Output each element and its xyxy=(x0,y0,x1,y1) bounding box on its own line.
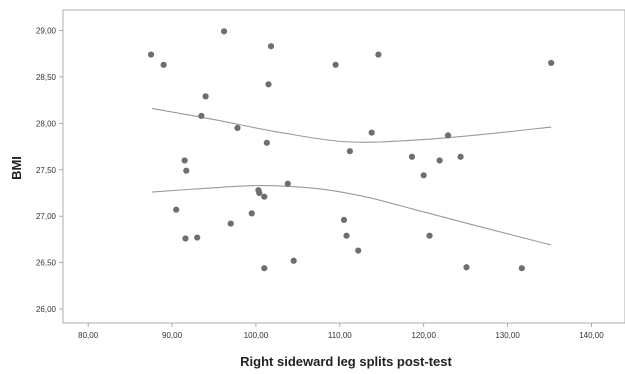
data-point xyxy=(426,232,433,239)
data-point xyxy=(234,124,241,132)
data-points xyxy=(147,28,555,272)
data-point xyxy=(194,234,201,241)
y-tick-label: 28,50 xyxy=(36,73,57,82)
data-point xyxy=(408,153,416,160)
data-point xyxy=(346,148,353,155)
data-point xyxy=(202,93,209,100)
data-point xyxy=(182,235,189,242)
data-point xyxy=(375,51,382,58)
x-tick-label: 110,00 xyxy=(328,331,352,340)
x-tick-label: 130,00 xyxy=(495,331,520,340)
data-point xyxy=(548,59,555,67)
data-point xyxy=(147,51,155,58)
data-point xyxy=(290,257,297,264)
fit-curves xyxy=(151,107,552,246)
lower-curve xyxy=(151,184,552,246)
y-axis-ticks: 26,00 26,50 27,00 27,50 28,00 28,50 29,00 xyxy=(36,26,63,314)
x-tick-label: 90,00 xyxy=(162,331,183,340)
upper-curve xyxy=(151,107,552,143)
data-point xyxy=(284,180,291,187)
y-axis-title: BMI xyxy=(9,156,24,180)
data-point xyxy=(173,206,180,213)
data-point xyxy=(248,210,255,217)
data-point xyxy=(420,172,427,179)
data-point xyxy=(518,265,525,272)
data-point xyxy=(332,61,339,68)
data-point xyxy=(227,220,234,227)
data-point xyxy=(457,153,464,160)
data-point xyxy=(256,189,263,197)
y-tick-label: 26,00 xyxy=(36,305,57,314)
data-point xyxy=(444,132,452,139)
x-tick-label: 80,00 xyxy=(78,331,99,340)
data-point xyxy=(267,43,275,50)
data-point xyxy=(181,157,188,164)
data-point xyxy=(160,61,167,68)
data-point xyxy=(436,157,443,164)
plot-area-frame xyxy=(62,9,625,324)
y-tick-label: 28,00 xyxy=(36,119,57,128)
data-point xyxy=(183,167,190,174)
data-point xyxy=(463,264,470,271)
x-tick-label: 140,00 xyxy=(579,331,604,340)
y-tick-label: 26,50 xyxy=(36,259,57,268)
data-point xyxy=(263,139,270,146)
x-tick-label: 120,00 xyxy=(411,331,436,340)
data-point xyxy=(261,265,268,272)
data-point xyxy=(198,112,205,119)
x-axis-title: Right sideward leg splits post-test xyxy=(240,354,452,369)
y-tick-label: 29,00 xyxy=(36,26,57,35)
x-tick-label: 100,00 xyxy=(244,331,269,340)
x-axis-ticks: 80,00 90,00 100,00 110,00 120,00 130,00 140,00 xyxy=(78,323,604,340)
data-point xyxy=(355,247,362,254)
data-point xyxy=(343,232,350,239)
data-point xyxy=(368,129,375,136)
data-point xyxy=(261,193,268,200)
data-point xyxy=(340,216,348,224)
data-point xyxy=(220,28,228,35)
y-tick-label: 27,00 xyxy=(36,212,57,221)
data-point xyxy=(265,81,272,88)
y-tick-label: 27,50 xyxy=(36,166,57,175)
